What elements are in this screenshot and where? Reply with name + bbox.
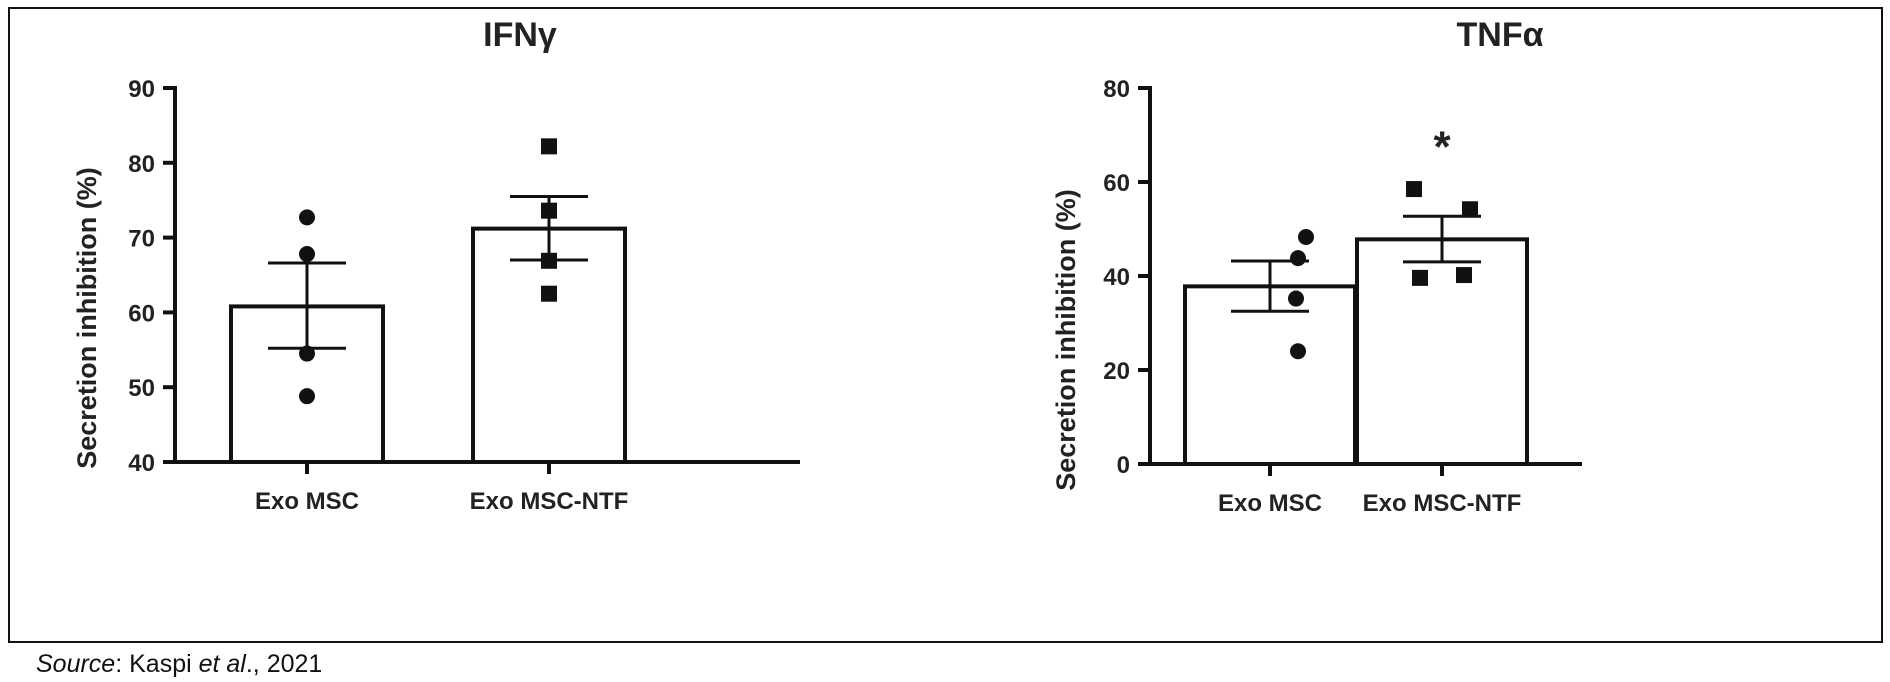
y-tick-label-ifng: 60 [128, 300, 155, 327]
y-tick-label-tnfa: 80 [1103, 76, 1130, 103]
data-point-ifng-1 [541, 202, 557, 219]
chart-title-ifng: IFNγ [483, 16, 557, 54]
data-point-ifng-1 [541, 252, 557, 269]
data-point-tnfa-1 [1412, 269, 1428, 286]
data-point-tnfa-1 [1462, 201, 1478, 218]
y-axis-label-tnfa: Secretion inhibition (%) [1051, 189, 1081, 491]
y-tick-label-tnfa: 0 [1117, 452, 1130, 479]
y-tick-label-ifng: 70 [128, 226, 155, 253]
y-tick-label-tnfa: 40 [1103, 264, 1130, 291]
y-tick-label-ifng: 80 [128, 151, 155, 178]
y-tick-label-ifng: 40 [128, 450, 155, 477]
data-point-ifng-0 [299, 345, 315, 362]
bar-tnfa-1 [1355, 237, 1529, 466]
data-point-tnfa-0 [1290, 343, 1306, 360]
data-point-tnfa-0 [1298, 228, 1314, 245]
data-point-ifng-1 [541, 285, 557, 302]
x-tick-label-ifng: Exo MSC-NTF [470, 488, 629, 515]
data-point-ifng-1 [541, 138, 557, 155]
data-point-tnfa-0 [1288, 290, 1304, 307]
source-caption: Source: Kaspi et al., 2021 [36, 650, 322, 679]
x-tick-label-tnfa: Exo MSC [1218, 490, 1322, 517]
y-axis-label-ifng: Secretion inhibition (%) [72, 167, 102, 469]
plot-area-ifng: 40 50 60 70 80 90 Exo MSC Exo MSC-NTF [128, 76, 800, 515]
data-point-ifng-0 [299, 388, 315, 405]
data-point-tnfa-1 [1456, 267, 1472, 284]
data-point-tnfa-1 [1406, 181, 1422, 198]
y-tick-label-ifng: 90 [128, 76, 155, 103]
significance-marker-tnfa: * [1433, 122, 1451, 171]
source-et-al: et al [198, 650, 246, 678]
bar-tnfa-0 [1183, 284, 1357, 466]
data-point-ifng-0 [299, 209, 315, 226]
chart-ifng: IFNγ Secretion inhibition (%) 40 50 60 70 80… [72, 16, 800, 515]
chart-tnfa: TNFα Secretion inhibition (%) 0 20 40 60 80 E… [1051, 16, 1582, 517]
data-point-ifng-0 [299, 246, 315, 263]
y-tick-label-tnfa: 60 [1103, 170, 1130, 197]
plot-area-tnfa: 0 20 40 60 80 Exo MSC Exo MSC-NTF * [1103, 76, 1582, 517]
x-tick-label-ifng: Exo MSC [255, 488, 359, 515]
source-text: : Kaspi [115, 650, 199, 678]
chart-title-tnfa: TNFα [1457, 16, 1544, 54]
source-label: Source [36, 650, 116, 678]
y-tick-label-tnfa: 20 [1103, 358, 1130, 385]
x-tick-label-tnfa: Exo MSC-NTF [1363, 490, 1522, 517]
data-point-tnfa-0 [1290, 250, 1306, 267]
y-tick-label-ifng: 50 [128, 375, 155, 402]
source-year: ., 2021 [245, 650, 323, 678]
